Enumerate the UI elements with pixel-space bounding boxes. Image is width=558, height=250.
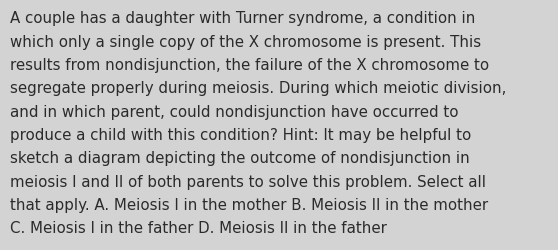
Text: sketch a diagram depicting the outcome of nondisjunction in: sketch a diagram depicting the outcome o… <box>10 151 470 166</box>
Text: that apply. A. Meiosis I in the mother B. Meiosis II in the mother: that apply. A. Meiosis I in the mother B… <box>10 197 488 212</box>
Text: C. Meiosis I in the father D. Meiosis II in the father: C. Meiosis I in the father D. Meiosis II… <box>10 220 387 236</box>
Text: meiosis I and II of both parents to solve this problem. Select all: meiosis I and II of both parents to solv… <box>10 174 486 189</box>
Text: results from nondisjunction, the failure of the X chromosome to: results from nondisjunction, the failure… <box>10 58 489 73</box>
Text: A couple has a daughter with Turner syndrome, a condition in: A couple has a daughter with Turner synd… <box>10 11 475 26</box>
Text: which only a single copy of the X chromosome is present. This: which only a single copy of the X chromo… <box>10 34 481 50</box>
Text: and in which parent, could nondisjunction have occurred to: and in which parent, could nondisjunctio… <box>10 104 459 119</box>
Text: segregate properly during meiosis. During which meiotic division,: segregate properly during meiosis. Durin… <box>10 81 507 96</box>
Text: produce a child with this condition? Hint: It may be helpful to: produce a child with this condition? Hin… <box>10 128 472 142</box>
